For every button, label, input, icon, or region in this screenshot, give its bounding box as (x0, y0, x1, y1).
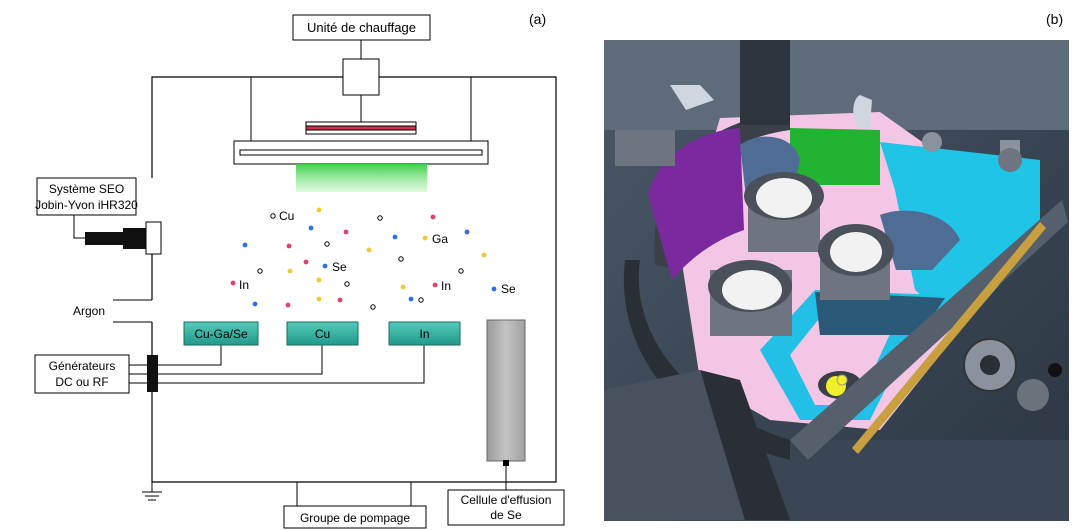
sputter-targets: Cu-Ga/Se Cu In (183, 321, 461, 346)
magnetron-2 (818, 224, 894, 300)
magnetron-1 (744, 172, 824, 252)
target-label-in: In (419, 327, 429, 341)
heating-unit: Unité de chauffage (292, 14, 431, 41)
panel-a: (a) Unité de chauffage (34, 11, 565, 529)
species-label-ga: Ga (432, 232, 448, 246)
argon-label: Argon (73, 304, 105, 318)
target-label-cu-ga-se: Cu-Ga/Se (194, 327, 248, 341)
panel-a-label: (a) (529, 11, 546, 27)
generators: Générateurs DC ou RF (34, 345, 425, 394)
species-label-in-1: In (239, 278, 249, 292)
magnetron-3 (708, 260, 792, 336)
target-cu: Cu (286, 321, 359, 346)
pumping-label: Groupe de pompage (300, 511, 410, 525)
ground-symbol (142, 482, 162, 501)
oes-label-1: Système SEO (49, 182, 124, 196)
plasma-glow (296, 164, 427, 192)
chamber-3d-rendering (604, 40, 1069, 521)
species-label-se-2: Se (501, 282, 516, 296)
effusion-label-2: de Se (490, 508, 522, 522)
oes-label-2: Jobin-Yvon iHR320 (35, 198, 138, 212)
pumping-group: Groupe de pompage (283, 482, 427, 529)
heating-unit-label: Unité de chauffage (307, 20, 416, 35)
viewport (145, 221, 162, 255)
effusion-label-1: Cellule d'effusion (461, 493, 552, 507)
argon-inlet: Argon (73, 299, 152, 323)
species-atoms: Cu Ga Se In In Se (230, 207, 516, 310)
generators-label-2: DC ou RF (55, 375, 108, 389)
panel-b-label: (b) (1046, 11, 1063, 27)
target-label-cu: Cu (315, 327, 330, 341)
species-label-cu: Cu (279, 209, 294, 223)
substrate-heater (233, 58, 489, 165)
species-label-se-1: Se (332, 260, 347, 274)
heater-element (305, 125, 417, 131)
target-cu-ga-se: Cu-Ga/Se (183, 321, 259, 346)
panel-b: (b) (604, 11, 1069, 521)
spectrometer-fiber (85, 232, 123, 245)
species-label-in-2: In (441, 279, 451, 293)
oes-system: Système SEO Jobin-Yvon iHR320 (35, 177, 162, 255)
se-effusion-cell: Cellule d'effusion de Se (447, 319, 565, 526)
target-in: In (388, 321, 461, 346)
generators-label-1: Générateurs (49, 359, 116, 373)
